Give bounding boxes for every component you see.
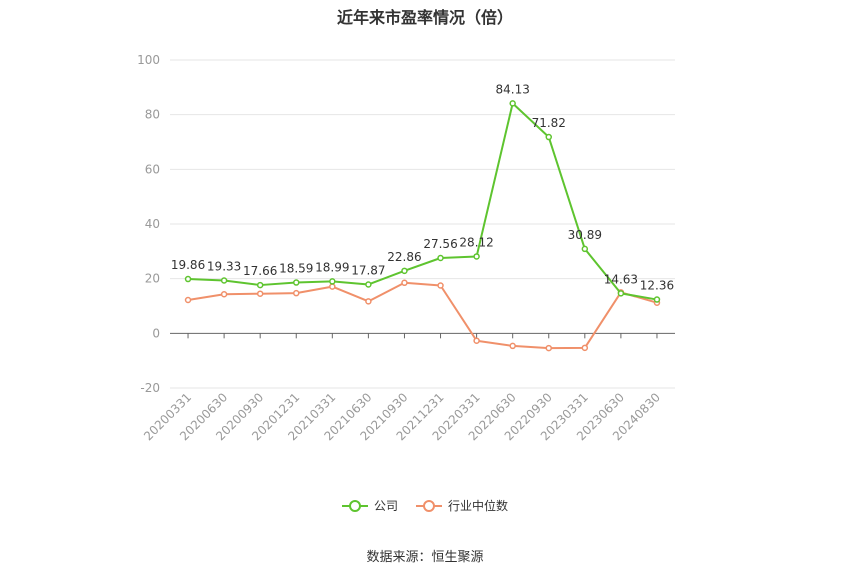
y-tick-label: 60: [145, 162, 160, 176]
data-point-industry-median: [581, 344, 589, 352]
data-point-company: [220, 277, 228, 284]
data-label: 71.82: [532, 116, 566, 130]
data-label: 17.66: [243, 264, 277, 278]
data-label: 27.56: [423, 237, 457, 251]
data-point-company: [401, 267, 408, 275]
data-point-industry-median: [437, 282, 444, 289]
series-line-industry-median: [187, 281, 658, 350]
data-label: 12.36: [640, 279, 674, 293]
data-point-company: [329, 278, 336, 285]
y-tick-label: 20: [145, 272, 160, 286]
legend-company-icon: [341, 499, 368, 512]
data-label: 22.86: [387, 250, 421, 264]
y-tick-label: -20: [140, 381, 160, 395]
data-point-industry-median: [293, 289, 300, 297]
legend-label-industry-median: 行业中位数: [448, 499, 509, 513]
data-point-company: [545, 133, 552, 141]
legend-industry-icon: [416, 499, 442, 512]
data-point-company: [653, 296, 661, 303]
data-point-company: [581, 245, 589, 253]
data-point-company: [509, 100, 516, 107]
grid-lines: [170, 59, 675, 389]
y-tick-label: 40: [145, 217, 160, 231]
data-label: 28.12: [459, 235, 493, 249]
data-label: 18.99: [315, 260, 349, 274]
data-point-industry-median: [473, 337, 480, 344]
data-point-company: [256, 281, 264, 289]
series-line-company: [187, 102, 658, 301]
data-point-industry-median: [256, 290, 264, 297]
data-point-industry-median: [545, 344, 552, 352]
data-point-industry-median: [329, 283, 336, 290]
data-point-company: [184, 275, 192, 283]
data-point-industry-median: [509, 342, 516, 350]
series-lines: [184, 100, 661, 352]
data-label: 14.63: [604, 272, 638, 286]
data-point-company: [473, 253, 480, 260]
y-tick-label: 0: [152, 326, 160, 340]
data-point-company: [293, 279, 300, 286]
data-labels: 19.86 19.33 17.66 18.59 18.99 17.8722.8627.56…: [171, 82, 674, 292]
data-label: 30.89: [568, 228, 602, 242]
legend-label-company: 公司: [373, 499, 398, 513]
data-label: 18.59: [279, 262, 313, 276]
y-tick-label: 100: [137, 53, 160, 67]
legend-item-industry-median[interactable]: 行业中位数: [416, 497, 508, 514]
legend-item-company[interactable]: 公司: [341, 497, 398, 514]
data-label: 17.87: [351, 263, 385, 277]
data-point-company: [437, 254, 444, 262]
chart-title: 近年来市盈率情况（倍）: [336, 8, 513, 27]
data-point-industry-median: [365, 298, 372, 305]
data-point-industry-median: [184, 296, 192, 304]
data-point-company: [617, 290, 625, 297]
source-note: 数据来源：恒生聚源: [366, 550, 484, 565]
y-tick-label: 80: [145, 108, 160, 122]
legend: 公司 行业中位数: [0, 497, 850, 514]
data-label: 19.86: [171, 258, 205, 272]
data-point-industry-median: [220, 290, 228, 298]
data-label: 84.13: [495, 82, 529, 96]
data-point-industry-median: [401, 279, 408, 287]
axes: -200204060801002020033120200630202009302…: [137, 53, 675, 443]
data-label: 19.33: [207, 259, 241, 273]
data-point-company: [365, 281, 372, 288]
